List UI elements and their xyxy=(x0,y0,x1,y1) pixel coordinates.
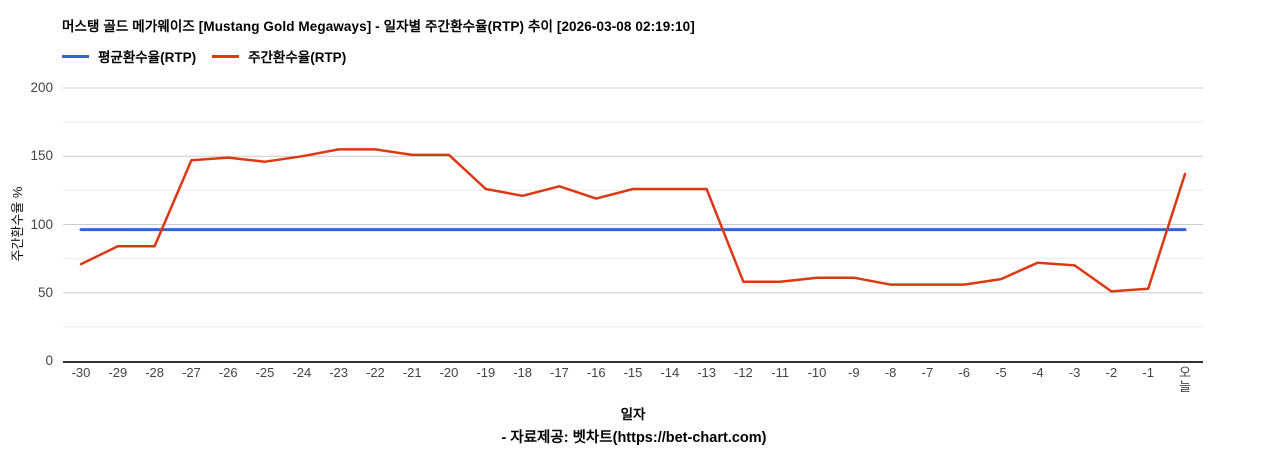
x-tick-label: -6 xyxy=(958,365,970,380)
x-tick-label: -20 xyxy=(439,365,459,380)
legend-label-average-rtp: 평균환수율(RTP) xyxy=(98,50,197,65)
y-tick-label: 150 xyxy=(30,148,53,164)
x-tick-label: -22 xyxy=(365,365,385,380)
x-tick-label: -1 xyxy=(1142,365,1154,380)
legend-item-weekly-rtp: 주간환수율(RTP) xyxy=(212,46,346,66)
weekly-rtp-line xyxy=(79,148,1187,293)
x-tick-label: -19 xyxy=(476,365,496,380)
x-tick-label: -12 xyxy=(733,365,753,380)
x-tick-label: -27 xyxy=(181,365,201,380)
x-tick-label: -29 xyxy=(108,365,128,380)
x-tick-label: -9 xyxy=(848,365,860,380)
legend-label-weekly-rtp: 주간환수율(RTP) xyxy=(248,50,347,65)
x-tick-label: -2 xyxy=(1105,365,1118,380)
x-tick-label: -24 xyxy=(292,365,312,380)
y-tick-label: 50 xyxy=(37,284,53,300)
x-tick-label: -8 xyxy=(884,365,897,380)
x-tick-label: -25 xyxy=(255,365,275,380)
x-tick-label: -15 xyxy=(623,365,643,380)
source-attribution: - 자료제공: 벳차트(https://bet-chart.com) xyxy=(501,430,767,446)
x-tick-label: -10 xyxy=(807,365,827,380)
weekly-line-swatch-icon xyxy=(212,54,240,58)
x-tick-label: -17 xyxy=(549,365,569,380)
x-tick-label: -13 xyxy=(697,365,716,380)
x-tick-label: -11 xyxy=(771,365,790,380)
x-axis-title: 일자 xyxy=(620,407,646,422)
chart-legend: 평균환수율(RTP) 주간환수율(RTP) xyxy=(62,46,346,66)
y-tick-label: 0 xyxy=(45,353,53,368)
x-tick-label: -30 xyxy=(71,365,91,380)
x-tick-label: -4 xyxy=(1032,365,1044,380)
y-tick-label: 200 xyxy=(30,80,53,95)
x-tick-label: -16 xyxy=(586,365,606,380)
x-tick-label: -26 xyxy=(218,365,238,380)
average-line-swatch-icon xyxy=(62,54,89,58)
x-tick-label: -28 xyxy=(145,365,164,380)
x-tick-label: 오 늘 xyxy=(1179,365,1191,394)
legend-item-average-rtp: 평균환수율(RTP) xyxy=(62,46,196,66)
x-tick-label: -18 xyxy=(513,365,532,380)
y-tick-label: 100 xyxy=(30,216,53,232)
chart-title: 머스탱 골드 메가웨이즈 [Mustang Gold Megaways] - 일… xyxy=(62,19,695,34)
x-tick-label: -14 xyxy=(660,365,680,380)
x-tick-label: -7 xyxy=(921,365,934,380)
x-tick-label: -3 xyxy=(1068,365,1081,380)
x-tick-label: -21 xyxy=(402,365,422,380)
x-tick-label: -5 xyxy=(995,365,1007,380)
x-tick-label: -23 xyxy=(329,365,348,380)
